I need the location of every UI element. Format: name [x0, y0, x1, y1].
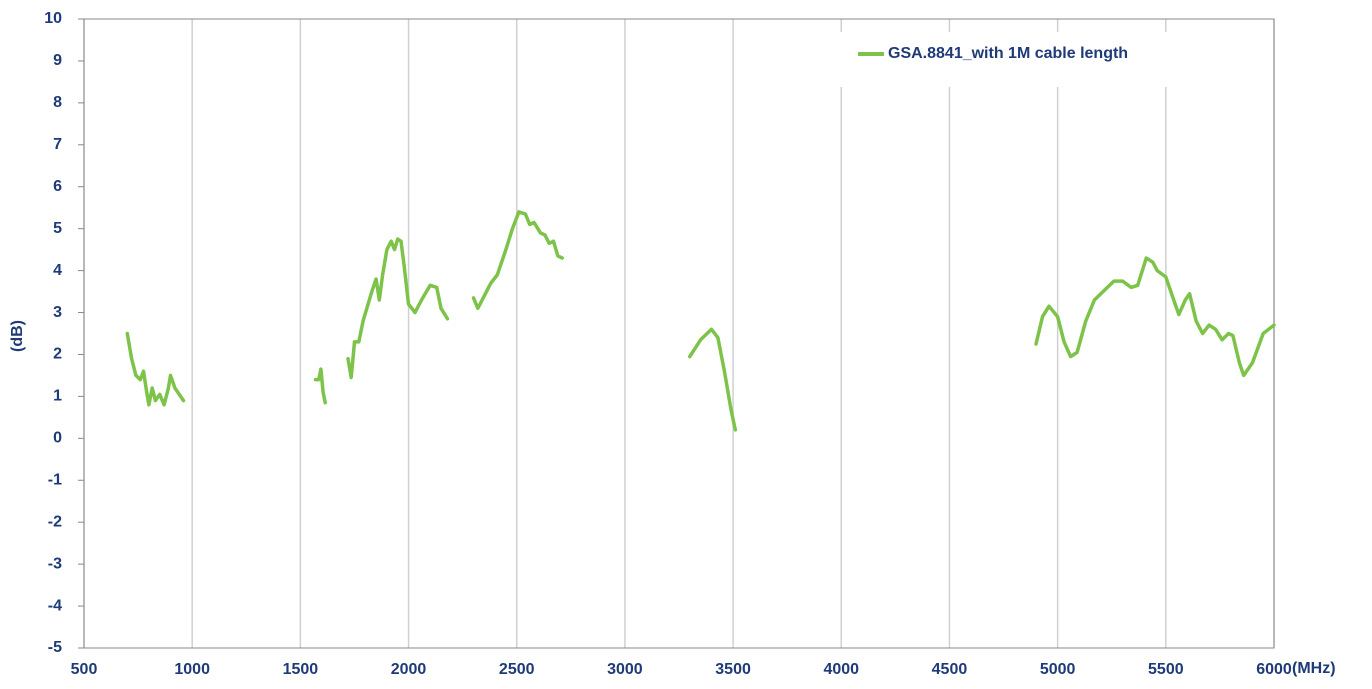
plot-border [83, 18, 1275, 649]
x-tick-label: 5500 [1148, 661, 1184, 678]
y-tick-label: -3 [48, 555, 62, 572]
y-tick-label: 7 [53, 136, 62, 153]
x-tick-label: 3000 [607, 661, 643, 678]
y-tick-label: 3 [53, 304, 62, 321]
y-tick-label: -1 [48, 471, 62, 488]
x-tick-label: 6000 [1256, 661, 1292, 678]
y-tick-label: 6 [53, 178, 62, 195]
y-tick-label: 9 [53, 52, 62, 69]
y-tick-label: 1 [53, 388, 62, 405]
x-tick-label: 500 [71, 661, 98, 678]
x-tick-label: 2000 [391, 661, 427, 678]
y-tick-label: 4 [53, 262, 62, 279]
x-tick-label: 1500 [283, 661, 319, 678]
y-tick-label: 10 [44, 10, 62, 27]
y-tick-label: 0 [53, 430, 62, 447]
x-tick-label: 2500 [499, 661, 535, 678]
y-axis-label: (dB) [9, 320, 26, 352]
x-tick-label: 1000 [174, 661, 210, 678]
y-tick-label: -2 [48, 513, 62, 530]
x-tick-label: 5000 [1040, 661, 1076, 678]
y-tick-label: 2 [53, 346, 62, 363]
y-tick-label: -4 [48, 597, 62, 614]
x-tick-label: 3500 [715, 661, 751, 678]
x-tick-label: 4500 [932, 661, 968, 678]
y-tick-label: 5 [53, 220, 62, 237]
legend-label: GSA.8841_with 1M cable length [888, 45, 1128, 62]
data-line [125, 210, 1276, 432]
y-tick-label: -5 [48, 639, 62, 656]
x-axis-label: (MHz) [1292, 660, 1336, 677]
legend-box [818, 32, 1258, 87]
y-tick-label: 8 [53, 94, 62, 111]
x-tick-label: 4000 [823, 661, 859, 678]
